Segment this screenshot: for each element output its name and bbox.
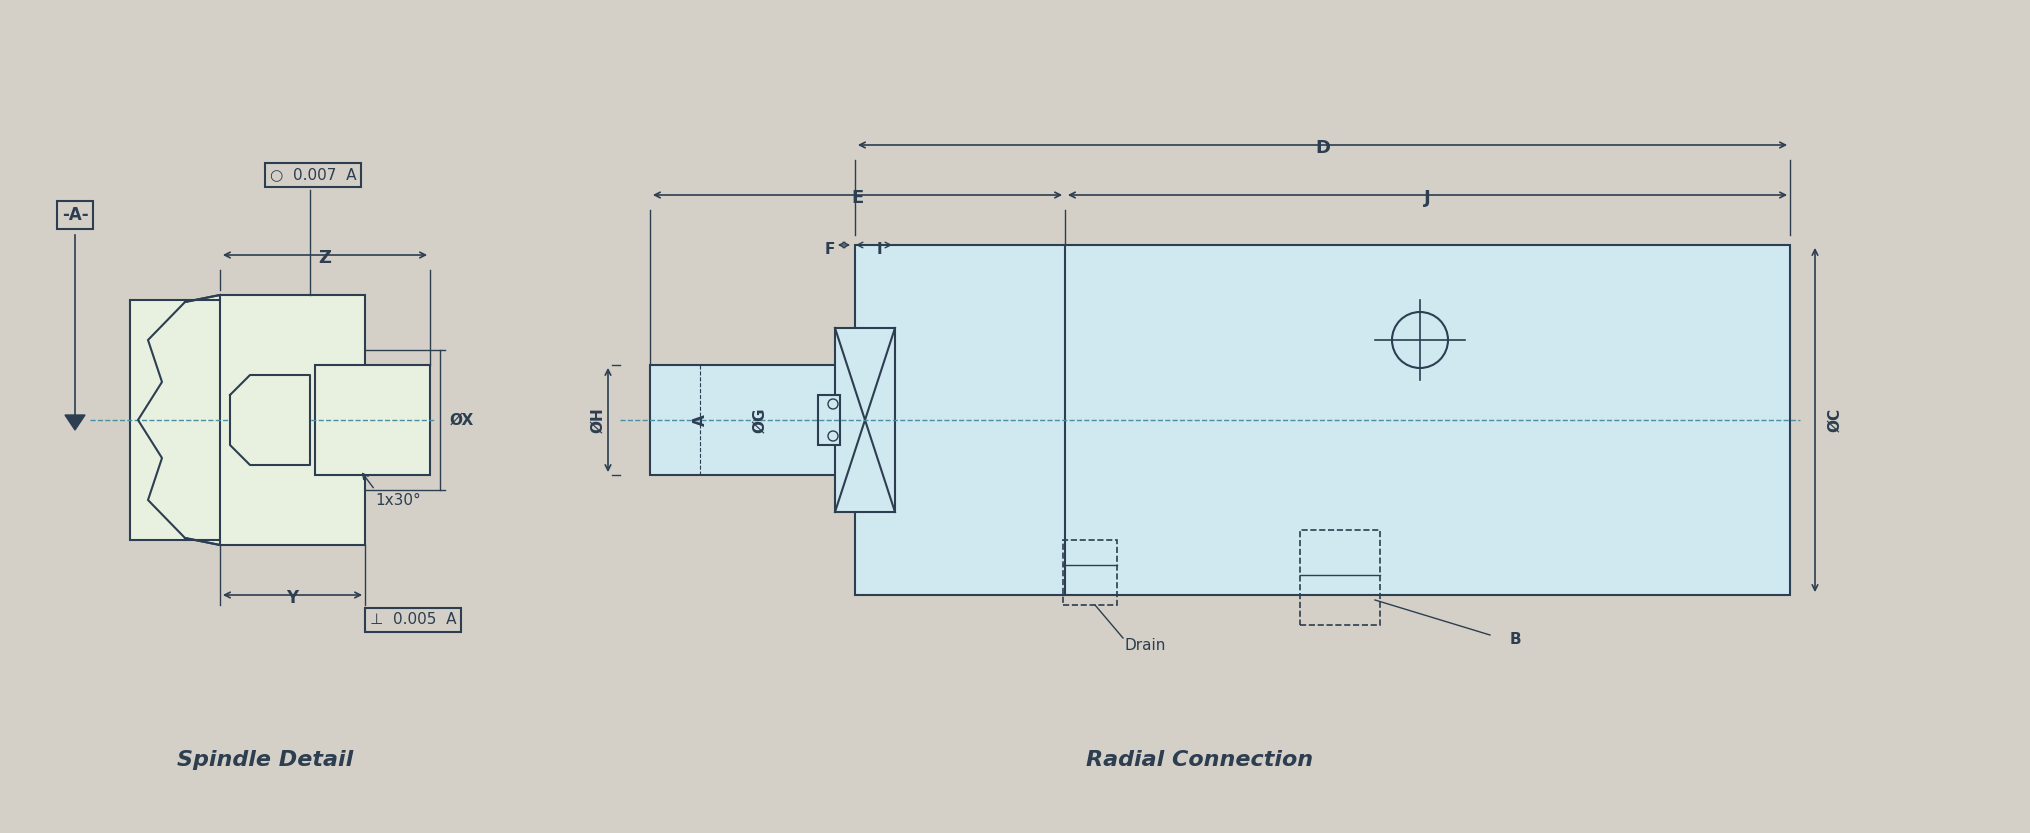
- Text: Spindle Detail: Spindle Detail: [177, 750, 353, 770]
- Text: ⊥  0.005  A: ⊥ 0.005 A: [369, 612, 457, 627]
- Text: Radial Connection: Radial Connection: [1086, 750, 1313, 770]
- FancyBboxPatch shape: [855, 245, 1790, 595]
- Text: 1x30°: 1x30°: [376, 492, 420, 507]
- Text: ØH: ØH: [591, 407, 605, 433]
- Text: E: E: [851, 189, 863, 207]
- Text: J: J: [1425, 189, 1431, 207]
- FancyBboxPatch shape: [818, 395, 840, 445]
- Text: B: B: [1510, 632, 1522, 647]
- FancyBboxPatch shape: [650, 365, 855, 475]
- Text: ØC: ØC: [1827, 408, 1841, 432]
- Text: A: A: [692, 414, 708, 426]
- FancyBboxPatch shape: [219, 295, 365, 545]
- Text: ØX: ØX: [451, 412, 475, 427]
- Text: D: D: [1315, 139, 1330, 157]
- Text: I: I: [877, 242, 881, 257]
- FancyBboxPatch shape: [315, 365, 430, 475]
- Text: -A-: -A-: [61, 206, 89, 224]
- FancyBboxPatch shape: [834, 328, 895, 512]
- Text: ○  0.007  A: ○ 0.007 A: [270, 167, 357, 182]
- Text: ØG: ØG: [753, 407, 767, 433]
- Polygon shape: [229, 375, 311, 465]
- Text: Drain: Drain: [1125, 637, 1167, 652]
- Polygon shape: [219, 300, 359, 540]
- Polygon shape: [65, 415, 85, 430]
- Text: Y: Y: [286, 589, 298, 607]
- Polygon shape: [138, 295, 219, 545]
- Text: Z: Z: [319, 249, 331, 267]
- Text: F: F: [824, 242, 834, 257]
- FancyBboxPatch shape: [130, 300, 359, 540]
